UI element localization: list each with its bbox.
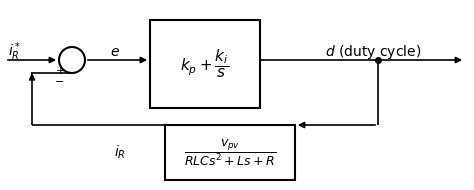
Text: −: − (55, 77, 64, 87)
Text: $\dfrac{v_{pv}}{RLCs^2+Ls+R}$: $\dfrac{v_{pv}}{RLCs^2+Ls+R}$ (184, 137, 276, 168)
Text: $e$: $e$ (110, 45, 120, 59)
Text: +: + (55, 66, 64, 76)
Text: $d$ (duty cycle): $d$ (duty cycle) (325, 43, 421, 61)
Text: $k_p+\dfrac{k_i}{s}$: $k_p+\dfrac{k_i}{s}$ (181, 48, 229, 80)
Bar (150, 20, 260, 108)
Text: $i_R^*$: $i_R^*$ (9, 41, 22, 63)
Bar (165, 125, 295, 180)
Text: $i_R$: $i_R$ (114, 144, 126, 161)
